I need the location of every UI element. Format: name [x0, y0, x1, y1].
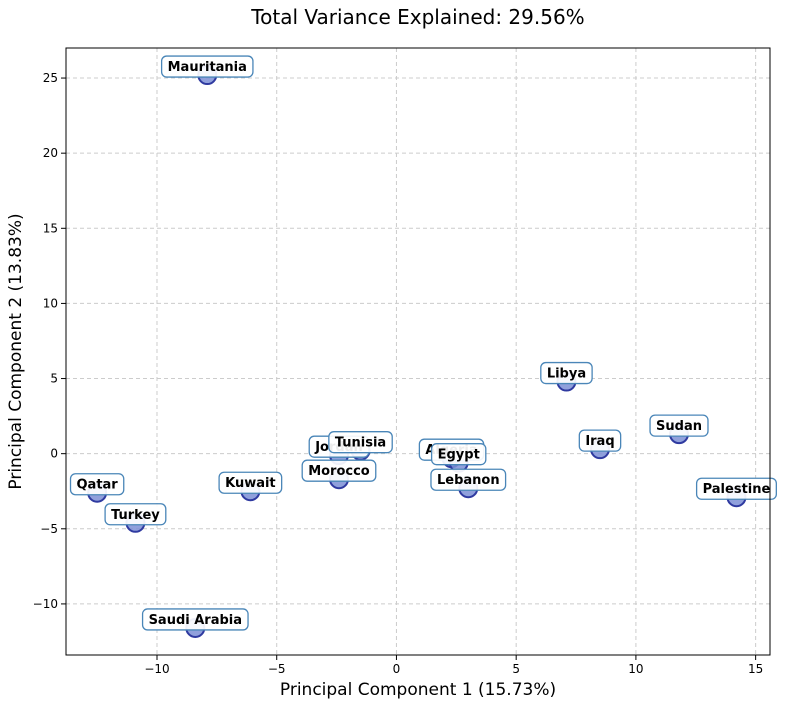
- label-lebanon: Lebanon: [430, 468, 507, 491]
- x-tick-label: −5: [268, 662, 286, 676]
- x-axis-ticks: −10 −5 0 5 10 15: [144, 655, 763, 676]
- label-box: [160, 55, 254, 78]
- label-text: Palestine: [703, 482, 771, 497]
- label-text: Lebanon: [437, 473, 500, 488]
- label-morocco: Morocco: [301, 459, 377, 482]
- label-qatar: Qatar: [69, 473, 125, 496]
- plot-frame: [65, 47, 771, 656]
- label-palestine: Palestine: [695, 477, 777, 500]
- chart-title: Total Variance Explained: 29.56%: [250, 5, 584, 29]
- x-tick-label: 15: [748, 662, 763, 676]
- label-text: Tunisia: [335, 436, 386, 451]
- y-tick-label: −5: [40, 522, 58, 536]
- label-box: [218, 471, 283, 494]
- label-text: Turkey: [111, 508, 160, 523]
- label-text: Kuwait: [225, 476, 276, 491]
- label-saudi-arabia: Saudi Arabia: [141, 608, 249, 631]
- y-tick-label: 25: [43, 71, 58, 85]
- label-turkey: Turkey: [104, 503, 167, 526]
- label-tunisia: Tunisia: [328, 431, 393, 454]
- y-tick-label: 20: [43, 146, 58, 160]
- label-text: Qatar: [77, 478, 119, 493]
- label-iraq: Iraq: [578, 429, 622, 452]
- y-tick-label: −10: [33, 597, 58, 611]
- label-box: [540, 361, 593, 385]
- label-text: Morocco: [308, 464, 370, 479]
- label-box: [430, 443, 487, 466]
- y-tick-label: 10: [43, 296, 58, 310]
- label-mauritania: Mauritania: [160, 55, 254, 78]
- label-kuwait: Kuwait: [218, 471, 283, 494]
- y-axis-title: Principal Component 2 (13.83%): [6, 213, 26, 489]
- y-tick-label: 5: [50, 372, 58, 386]
- y-tick-label: 15: [43, 221, 58, 235]
- x-tick-label: 10: [628, 662, 643, 676]
- data-points: [87, 65, 747, 638]
- grid: [66, 48, 770, 655]
- label-box: [649, 414, 709, 437]
- label-box: [69, 473, 125, 496]
- label-text: Iraq: [585, 434, 614, 449]
- label-text: Sudan: [656, 419, 702, 434]
- label-text: Libya: [547, 367, 586, 382]
- label-text: Saudi Arabia: [149, 613, 242, 628]
- label-sudan: Sudan: [649, 414, 709, 437]
- label-text: Egypt: [438, 448, 480, 463]
- label-box: [104, 503, 167, 526]
- point-labels: MauritaniaLibyaSudanIraqJordanTunisiaAlg…: [69, 55, 777, 631]
- x-tick-label: −10: [144, 662, 169, 676]
- y-axis-ticks: −10 −5 0 5 10 15 20 25: [33, 71, 66, 611]
- label-text: Mauritania: [168, 60, 247, 75]
- label-libya: Libya: [540, 361, 593, 385]
- x-tick-label: 5: [512, 662, 520, 676]
- x-tick-label: 0: [393, 662, 401, 676]
- label-box: [695, 477, 777, 500]
- label-box: [328, 431, 393, 454]
- label-box: [430, 468, 507, 491]
- label-egypt: Egypt: [430, 443, 487, 466]
- label-box: [301, 459, 377, 482]
- label-box: [578, 429, 622, 452]
- y-tick-label: 0: [50, 447, 58, 461]
- label-box: [141, 608, 249, 631]
- x-axis-title: Principal Component 1 (15.73%): [280, 680, 556, 700]
